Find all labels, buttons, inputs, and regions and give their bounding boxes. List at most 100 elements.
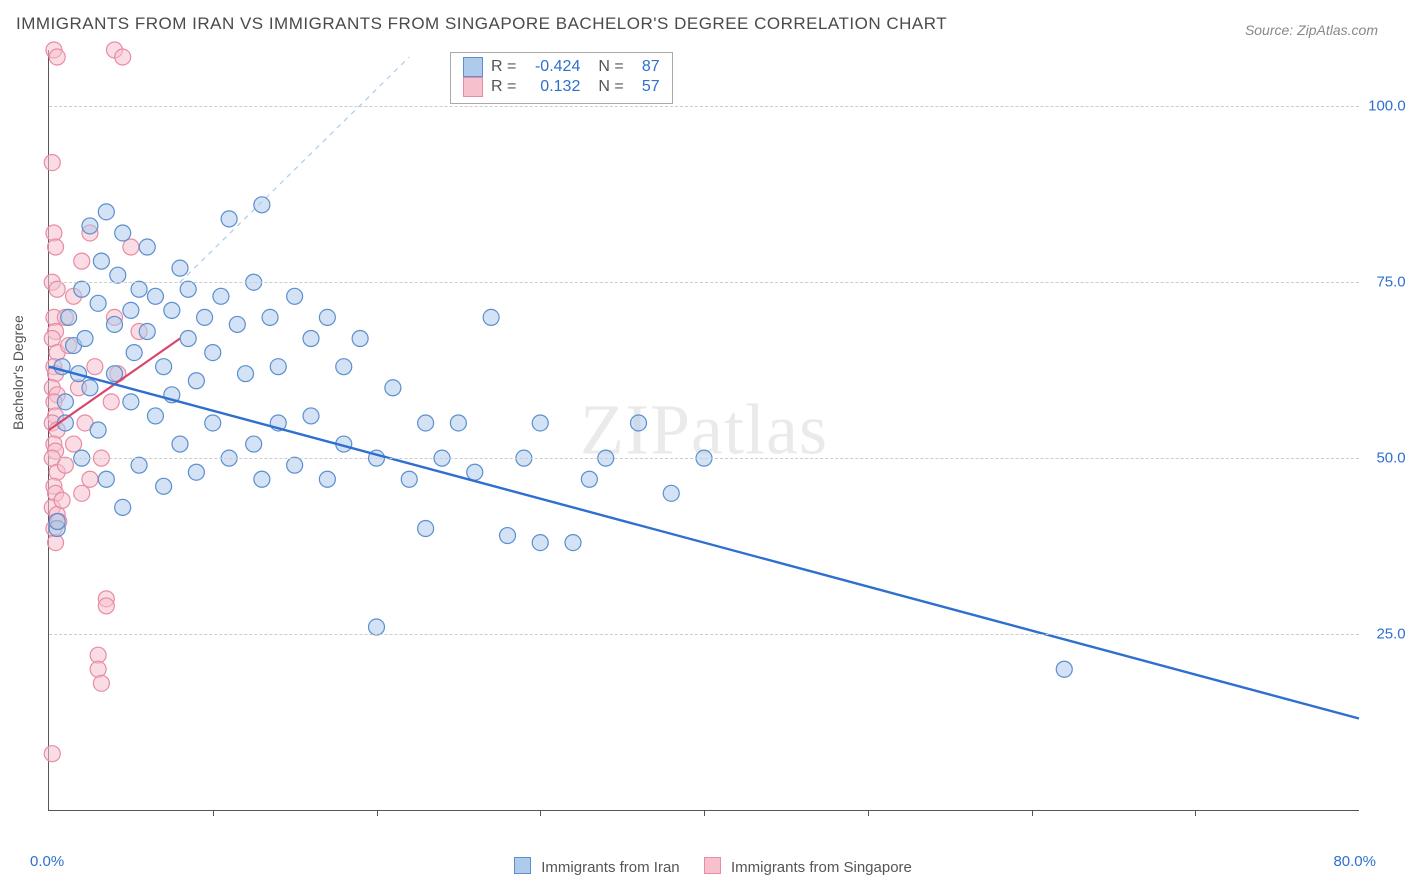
data-point	[450, 415, 466, 431]
data-point	[1056, 661, 1072, 677]
data-point	[287, 288, 303, 304]
data-point	[418, 521, 434, 537]
data-point	[172, 436, 188, 452]
x-tick-mark	[540, 810, 541, 816]
trend-line	[49, 367, 1359, 719]
data-point	[319, 309, 335, 325]
n-value-singapore: 57	[632, 78, 660, 96]
x-tick-mark	[213, 810, 214, 816]
data-point	[172, 260, 188, 276]
legend-row-iran: R =-0.424 N =87	[463, 57, 660, 77]
data-point	[61, 309, 77, 325]
data-point	[418, 415, 434, 431]
x-tick-mark	[1032, 810, 1033, 816]
data-point	[82, 380, 98, 396]
data-point	[46, 225, 62, 241]
data-point	[48, 535, 64, 551]
r-value-singapore: 0.132	[524, 78, 580, 96]
data-point	[74, 253, 90, 269]
data-point	[123, 302, 139, 318]
data-point	[483, 309, 499, 325]
data-point	[82, 218, 98, 234]
gridline	[49, 458, 1359, 459]
data-point	[93, 253, 109, 269]
data-point	[352, 331, 368, 347]
data-point	[156, 478, 172, 494]
source-attribution: Source: ZipAtlas.com	[1245, 22, 1378, 38]
legend-swatch-singapore	[463, 77, 483, 97]
data-point	[107, 316, 123, 332]
data-point	[631, 415, 647, 431]
legend-label-iran: Immigrants from Iran	[541, 859, 679, 876]
gridline	[49, 282, 1359, 283]
data-point	[246, 436, 262, 452]
data-point	[123, 239, 139, 255]
data-point	[44, 155, 60, 171]
data-point	[180, 281, 196, 297]
data-point	[287, 457, 303, 473]
data-point	[115, 499, 131, 515]
x-axis-max-label: 80.0%	[1333, 853, 1376, 870]
data-point	[303, 331, 319, 347]
data-point	[369, 619, 385, 635]
x-tick-mark	[704, 810, 705, 816]
data-point	[262, 309, 278, 325]
data-point	[82, 471, 98, 487]
data-point	[115, 49, 131, 65]
data-point	[48, 239, 64, 255]
data-point	[90, 422, 106, 438]
data-point	[197, 309, 213, 325]
data-point	[205, 415, 221, 431]
data-point	[87, 359, 103, 375]
data-point	[49, 49, 65, 65]
gridline	[49, 634, 1359, 635]
data-point	[98, 598, 114, 614]
data-point	[238, 366, 254, 382]
data-point	[156, 359, 172, 375]
gridline	[49, 106, 1359, 107]
data-point	[57, 457, 73, 473]
data-point	[663, 485, 679, 501]
data-point	[54, 492, 70, 508]
data-point	[229, 316, 245, 332]
data-point	[126, 345, 142, 361]
data-point	[164, 302, 180, 318]
data-point	[532, 415, 548, 431]
chart-title: IMMIGRANTS FROM IRAN VS IMMIGRANTS FROM …	[16, 14, 947, 34]
y-tick-label: 100.0%	[1367, 98, 1406, 115]
y-tick-label: 75.0%	[1367, 274, 1406, 291]
legend-swatch-iran	[463, 57, 483, 77]
data-point	[139, 323, 155, 339]
data-point	[467, 464, 483, 480]
data-point	[319, 471, 335, 487]
x-tick-mark	[1195, 810, 1196, 816]
series-legend: Immigrants from Iran Immigrants from Sin…	[0, 857, 1406, 876]
data-point	[98, 471, 114, 487]
data-point	[90, 661, 106, 677]
x-tick-mark	[868, 810, 869, 816]
legend-row-singapore: R =0.132 N =57	[463, 77, 660, 97]
data-point	[44, 746, 60, 762]
plot-area: ZIPatlas 25.0%50.0%75.0%100.0%	[48, 50, 1359, 811]
data-point	[77, 331, 93, 347]
data-point	[90, 295, 106, 311]
data-point	[139, 239, 155, 255]
data-point	[401, 471, 417, 487]
data-point	[303, 408, 319, 424]
data-point	[205, 345, 221, 361]
data-point	[57, 394, 73, 410]
data-point	[74, 281, 90, 297]
data-point	[213, 288, 229, 304]
legend-label-singapore: Immigrants from Singapore	[731, 859, 912, 876]
y-tick-label: 25.0%	[1367, 626, 1406, 643]
x-tick-mark	[377, 810, 378, 816]
data-point	[254, 197, 270, 213]
data-point	[49, 513, 65, 529]
data-point	[49, 281, 65, 297]
data-point	[336, 359, 352, 375]
data-point	[131, 457, 147, 473]
data-point	[131, 281, 147, 297]
legend-swatch-singapore-bottom	[704, 857, 721, 874]
data-point	[221, 211, 237, 227]
y-tick-label: 50.0%	[1367, 450, 1406, 467]
